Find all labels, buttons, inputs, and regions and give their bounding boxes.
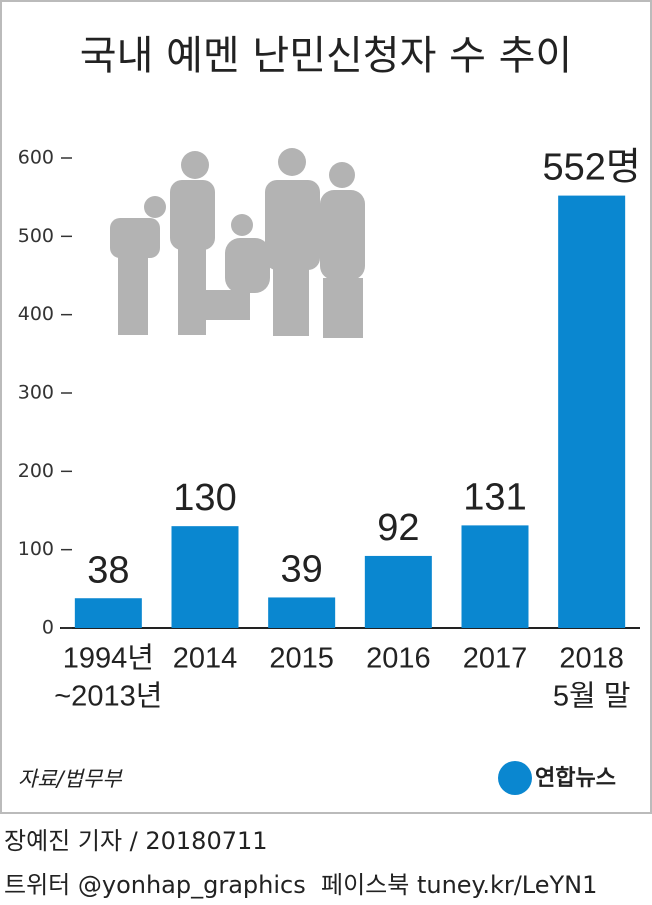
- x-tick-label: 1994년: [63, 643, 154, 675]
- bar: [461, 525, 529, 628]
- x-tick-label: 2018: [559, 643, 624, 675]
- value-label: 92: [377, 507, 419, 549]
- chart-title: 국내 예멘 난민신청자 수 추이: [80, 33, 572, 79]
- source: 자료/법무부: [18, 767, 123, 791]
- x-tick-label: 2016: [366, 643, 431, 675]
- bar: [558, 195, 626, 628]
- x-tick-label: ~2013년: [54, 681, 162, 713]
- x-tick-label: 5월 말: [553, 680, 631, 713]
- x-tick-label: 2015: [269, 643, 334, 675]
- bar: [268, 597, 336, 628]
- logo: 연합뉴스: [535, 765, 616, 791]
- y-tick-label: 500: [18, 225, 54, 247]
- author: 장예진 기자 / 20180711: [4, 827, 268, 855]
- y-tick-label: 400: [18, 303, 54, 325]
- x-tick-label: 2014: [173, 643, 238, 675]
- value-label: 130: [173, 477, 236, 519]
- frame: [0, 0, 652, 814]
- y-tick-label: 100: [18, 538, 54, 560]
- y-tick-label: 300: [18, 382, 54, 404]
- value-label: 39: [281, 548, 323, 590]
- bar: [171, 526, 239, 628]
- sns: 트위터 @yonhap_graphics 페이스북 tuney.kr/LeYN1: [4, 871, 597, 899]
- y-tick-label: 0: [42, 617, 54, 639]
- logo-icon: [498, 761, 532, 795]
- silhouettes: [110, 148, 365, 338]
- bar: [74, 598, 142, 628]
- value-label: 38: [87, 549, 129, 591]
- y-tick-label: 200: [18, 460, 54, 482]
- x-tick-label: 2017: [463, 643, 528, 675]
- bar: [364, 555, 432, 628]
- y-tick-label: 600: [18, 147, 54, 169]
- value-label: 552명: [542, 147, 640, 189]
- value-label: 131: [463, 476, 526, 518]
